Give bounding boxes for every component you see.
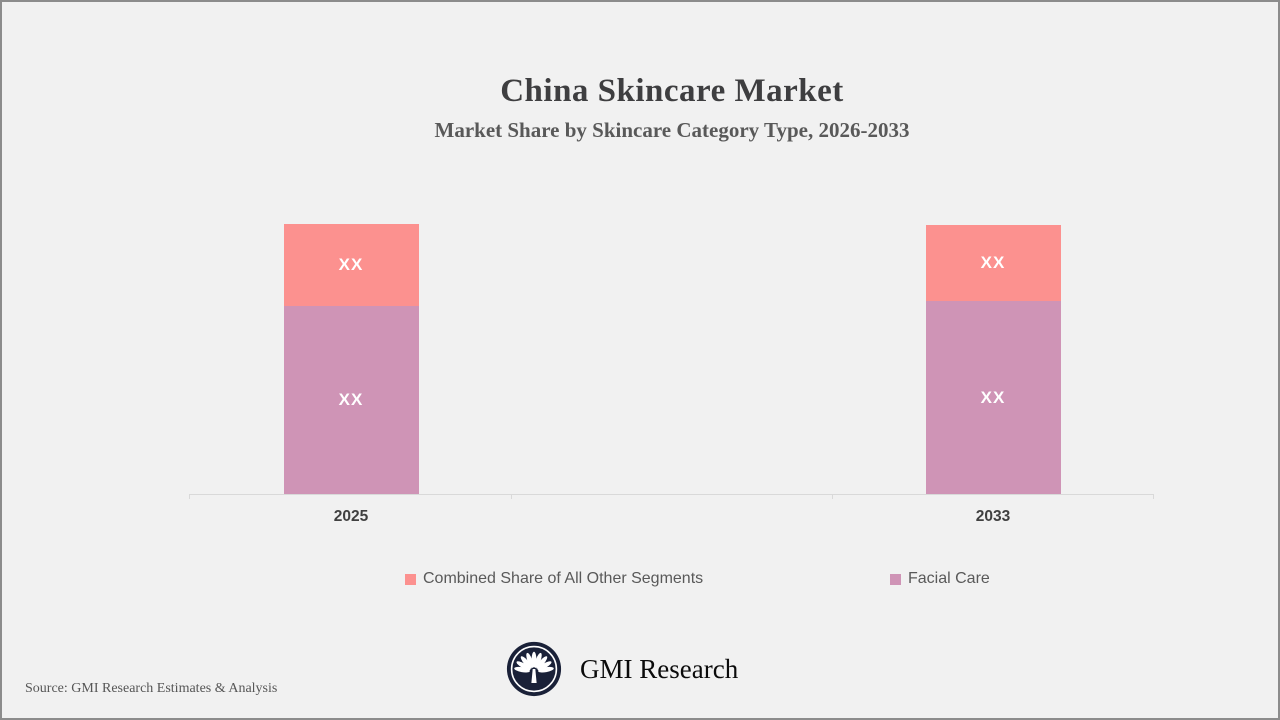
palm-fan-icon <box>506 641 562 697</box>
x-axis-line <box>189 494 1153 495</box>
legend-label-facial-care: Facial Care <box>908 570 990 587</box>
x-axis-tick <box>1153 494 1154 499</box>
x-axis-tick <box>511 494 512 499</box>
source-note: Source: GMI Research Estimates & Analysi… <box>25 681 278 696</box>
legend-swatch-facial-care <box>890 573 901 585</box>
chart-subtitle: Market Share by Skincare Category Type, … <box>434 118 910 142</box>
bar-value-label: XX <box>980 253 1006 272</box>
legend-label-other-segments: Combined Share of All Other Segments <box>423 570 704 587</box>
gmi-logo: GMI Research <box>506 641 738 697</box>
x-axis-label-2033: 2033 <box>975 508 1011 525</box>
x-axis-label-2025: 2025 <box>333 508 369 525</box>
bar-segment-other-segments-2025[interactable]: XX <box>283 224 419 306</box>
chart-title: China Skincare Market <box>500 73 844 109</box>
bar-segment-facial-care-2033[interactable]: XX <box>925 301 1061 494</box>
x-axis-tick <box>189 494 190 499</box>
legend-item-facial-care[interactable]: Facial Care <box>890 570 990 588</box>
gmi-logo-text: GMI Research <box>580 653 739 684</box>
bar-value-label: XX <box>338 390 364 409</box>
x-axis-tick <box>832 494 833 499</box>
legend-swatch-other-segments <box>405 573 416 585</box>
bar-value-label: XX <box>338 255 364 274</box>
bar-segment-other-segments-2033[interactable]: XX <box>925 225 1061 301</box>
bar-value-label: XX <box>980 387 1006 407</box>
legend-item-other-segments[interactable]: Combined Share of All Other Segments <box>405 570 703 588</box>
bar-segment-facial-care-2025[interactable]: XX <box>283 306 419 494</box>
